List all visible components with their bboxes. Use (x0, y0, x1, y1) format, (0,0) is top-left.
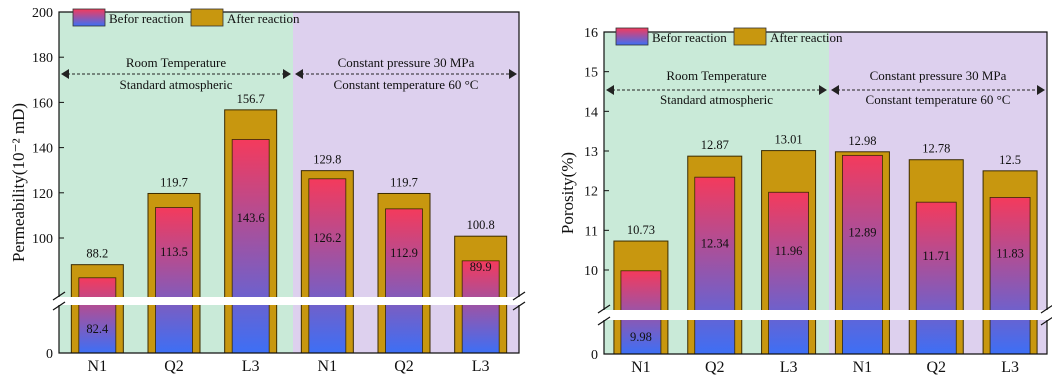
category-label: N1 (853, 359, 873, 376)
value-label-after: 156.7 (237, 92, 265, 106)
note-constant-temperature: Constant temperature 60 °C (866, 92, 1011, 107)
value-label-after: 100.8 (467, 218, 495, 232)
y-tick-label: 100 (32, 232, 53, 247)
axis-break-band (53, 297, 525, 305)
legend-label-before: Befor reaction (652, 30, 727, 45)
y-tick-label: 16 (584, 26, 598, 41)
bar-before-reaction (915, 201, 957, 355)
value-label-after: 10.73 (627, 223, 655, 237)
bar-before-reaction (78, 277, 117, 354)
arrowhead-right (1037, 85, 1045, 95)
category-label: L3 (780, 359, 798, 376)
legend-label-before: Befor reaction (109, 11, 184, 26)
legend: Befor reaction After reaction (615, 27, 843, 46)
bar-before-reaction (308, 178, 347, 354)
y-tick-label: 14 (584, 105, 598, 120)
value-label-after: 88.2 (86, 247, 108, 261)
value-label-before: 113.5 (160, 245, 188, 259)
bar-before-reaction (768, 191, 809, 355)
plot-frame (603, 31, 1048, 355)
category-label: N1 (88, 358, 108, 375)
value-label-after: 12.87 (701, 138, 729, 152)
legend-swatch-after (190, 8, 224, 27)
note-room-temperature: Room Temperature (666, 68, 767, 83)
y-tick-label: 10 (584, 264, 598, 279)
value-label-before: 82.4 (86, 322, 109, 336)
plot-frame (58, 11, 520, 354)
note-standard-atmospheric: Standard atmospheric (120, 77, 233, 92)
category-label: L3 (242, 358, 260, 375)
value-label-before: 9.98 (630, 330, 652, 344)
category-label: L3 (472, 358, 490, 375)
chart-2: 10.73 9.98 N1 12.87 12.34 Q2 13.01 11.96 L3 12.98… (558, 26, 1052, 376)
category-label: Q2 (164, 358, 184, 375)
y-tick-label: 120 (32, 187, 53, 202)
note-room-temperature: Room Temperature (126, 55, 227, 70)
legend-swatch-before (615, 27, 649, 46)
arrowhead-left (606, 85, 614, 95)
value-label-before: 112.9 (390, 246, 418, 260)
legend-label-after: After reaction (227, 11, 300, 26)
value-label-before: 11.83 (996, 247, 1024, 261)
y-tick-label: 160 (32, 96, 53, 111)
value-label-after: 12.78 (922, 142, 950, 156)
value-label-before: 11.96 (775, 244, 803, 258)
value-label-after: 119.7 (390, 175, 418, 189)
bar-before-reaction (231, 139, 270, 354)
y-axis-label: Permeability(10⁻² mD) (9, 103, 28, 262)
y-tick-label: 12 (584, 185, 598, 200)
value-label-after: 119.7 (160, 175, 188, 189)
arrowhead-right (509, 69, 517, 79)
value-label-before: 11.71 (922, 249, 950, 263)
y-tick-label: 180 (32, 51, 53, 66)
category-label: N1 (318, 358, 338, 375)
value-label-after: 12.5 (999, 153, 1021, 167)
value-label-before: 89.9 (470, 260, 492, 274)
bar-before-reaction (989, 197, 1031, 355)
value-label-after: 129.8 (313, 153, 341, 167)
category-label: Q2 (394, 358, 414, 375)
category-label: Q2 (926, 359, 946, 376)
value-label-before: 143.6 (237, 211, 265, 225)
bar-before-reaction (155, 207, 193, 354)
bar-before-reaction (461, 260, 500, 354)
legend: Befor reaction After reaction (72, 8, 300, 27)
arrowhead-left (295, 69, 303, 79)
value-label-before: 126.2 (313, 231, 341, 245)
note-constant-pressure: Constant pressure 30 MPa (338, 55, 475, 70)
arrowhead-left (61, 69, 69, 79)
bar-before-reaction (842, 154, 883, 355)
note-constant-pressure: Constant pressure 30 MPa (870, 68, 1007, 83)
axis-break-band (598, 310, 1052, 320)
category-label: N1 (631, 359, 651, 376)
arrowhead-right (283, 69, 291, 79)
y-tick-label: 13 (584, 145, 598, 160)
y-tick-label: 0 (46, 347, 53, 362)
y-tick-label: 200 (32, 6, 53, 21)
y-tick-label: 0 (591, 348, 598, 363)
value-label-before: 12.89 (848, 226, 876, 240)
y-tick-label: 11 (585, 224, 598, 239)
note-constant-temperature: Constant temperature 60 °C (334, 77, 479, 92)
legend-swatch-before (72, 8, 106, 27)
bar-before-reaction (694, 176, 736, 355)
y-axis-label: Porosity(%) (558, 152, 577, 234)
legend-swatch-after (733, 27, 767, 46)
bar-before-reaction (385, 208, 423, 354)
arrowhead-left (831, 85, 839, 95)
arrowhead-right (819, 85, 827, 95)
category-label: L3 (1001, 359, 1019, 376)
value-label-before: 12.34 (701, 237, 730, 251)
y-tick-label: 15 (584, 66, 598, 81)
legend-label-after: After reaction (770, 30, 843, 45)
chart-1: 88.2 82.4 N1 119.7 113.5 Q2 156.7 143.6 L3 129.8 1… (9, 6, 526, 375)
value-label-after: 13.01 (775, 133, 803, 147)
y-tick-label: 140 (32, 142, 53, 157)
value-label-after: 12.98 (848, 134, 876, 148)
category-label: Q2 (705, 359, 725, 376)
note-standard-atmospheric: Standard atmospheric (660, 92, 773, 107)
